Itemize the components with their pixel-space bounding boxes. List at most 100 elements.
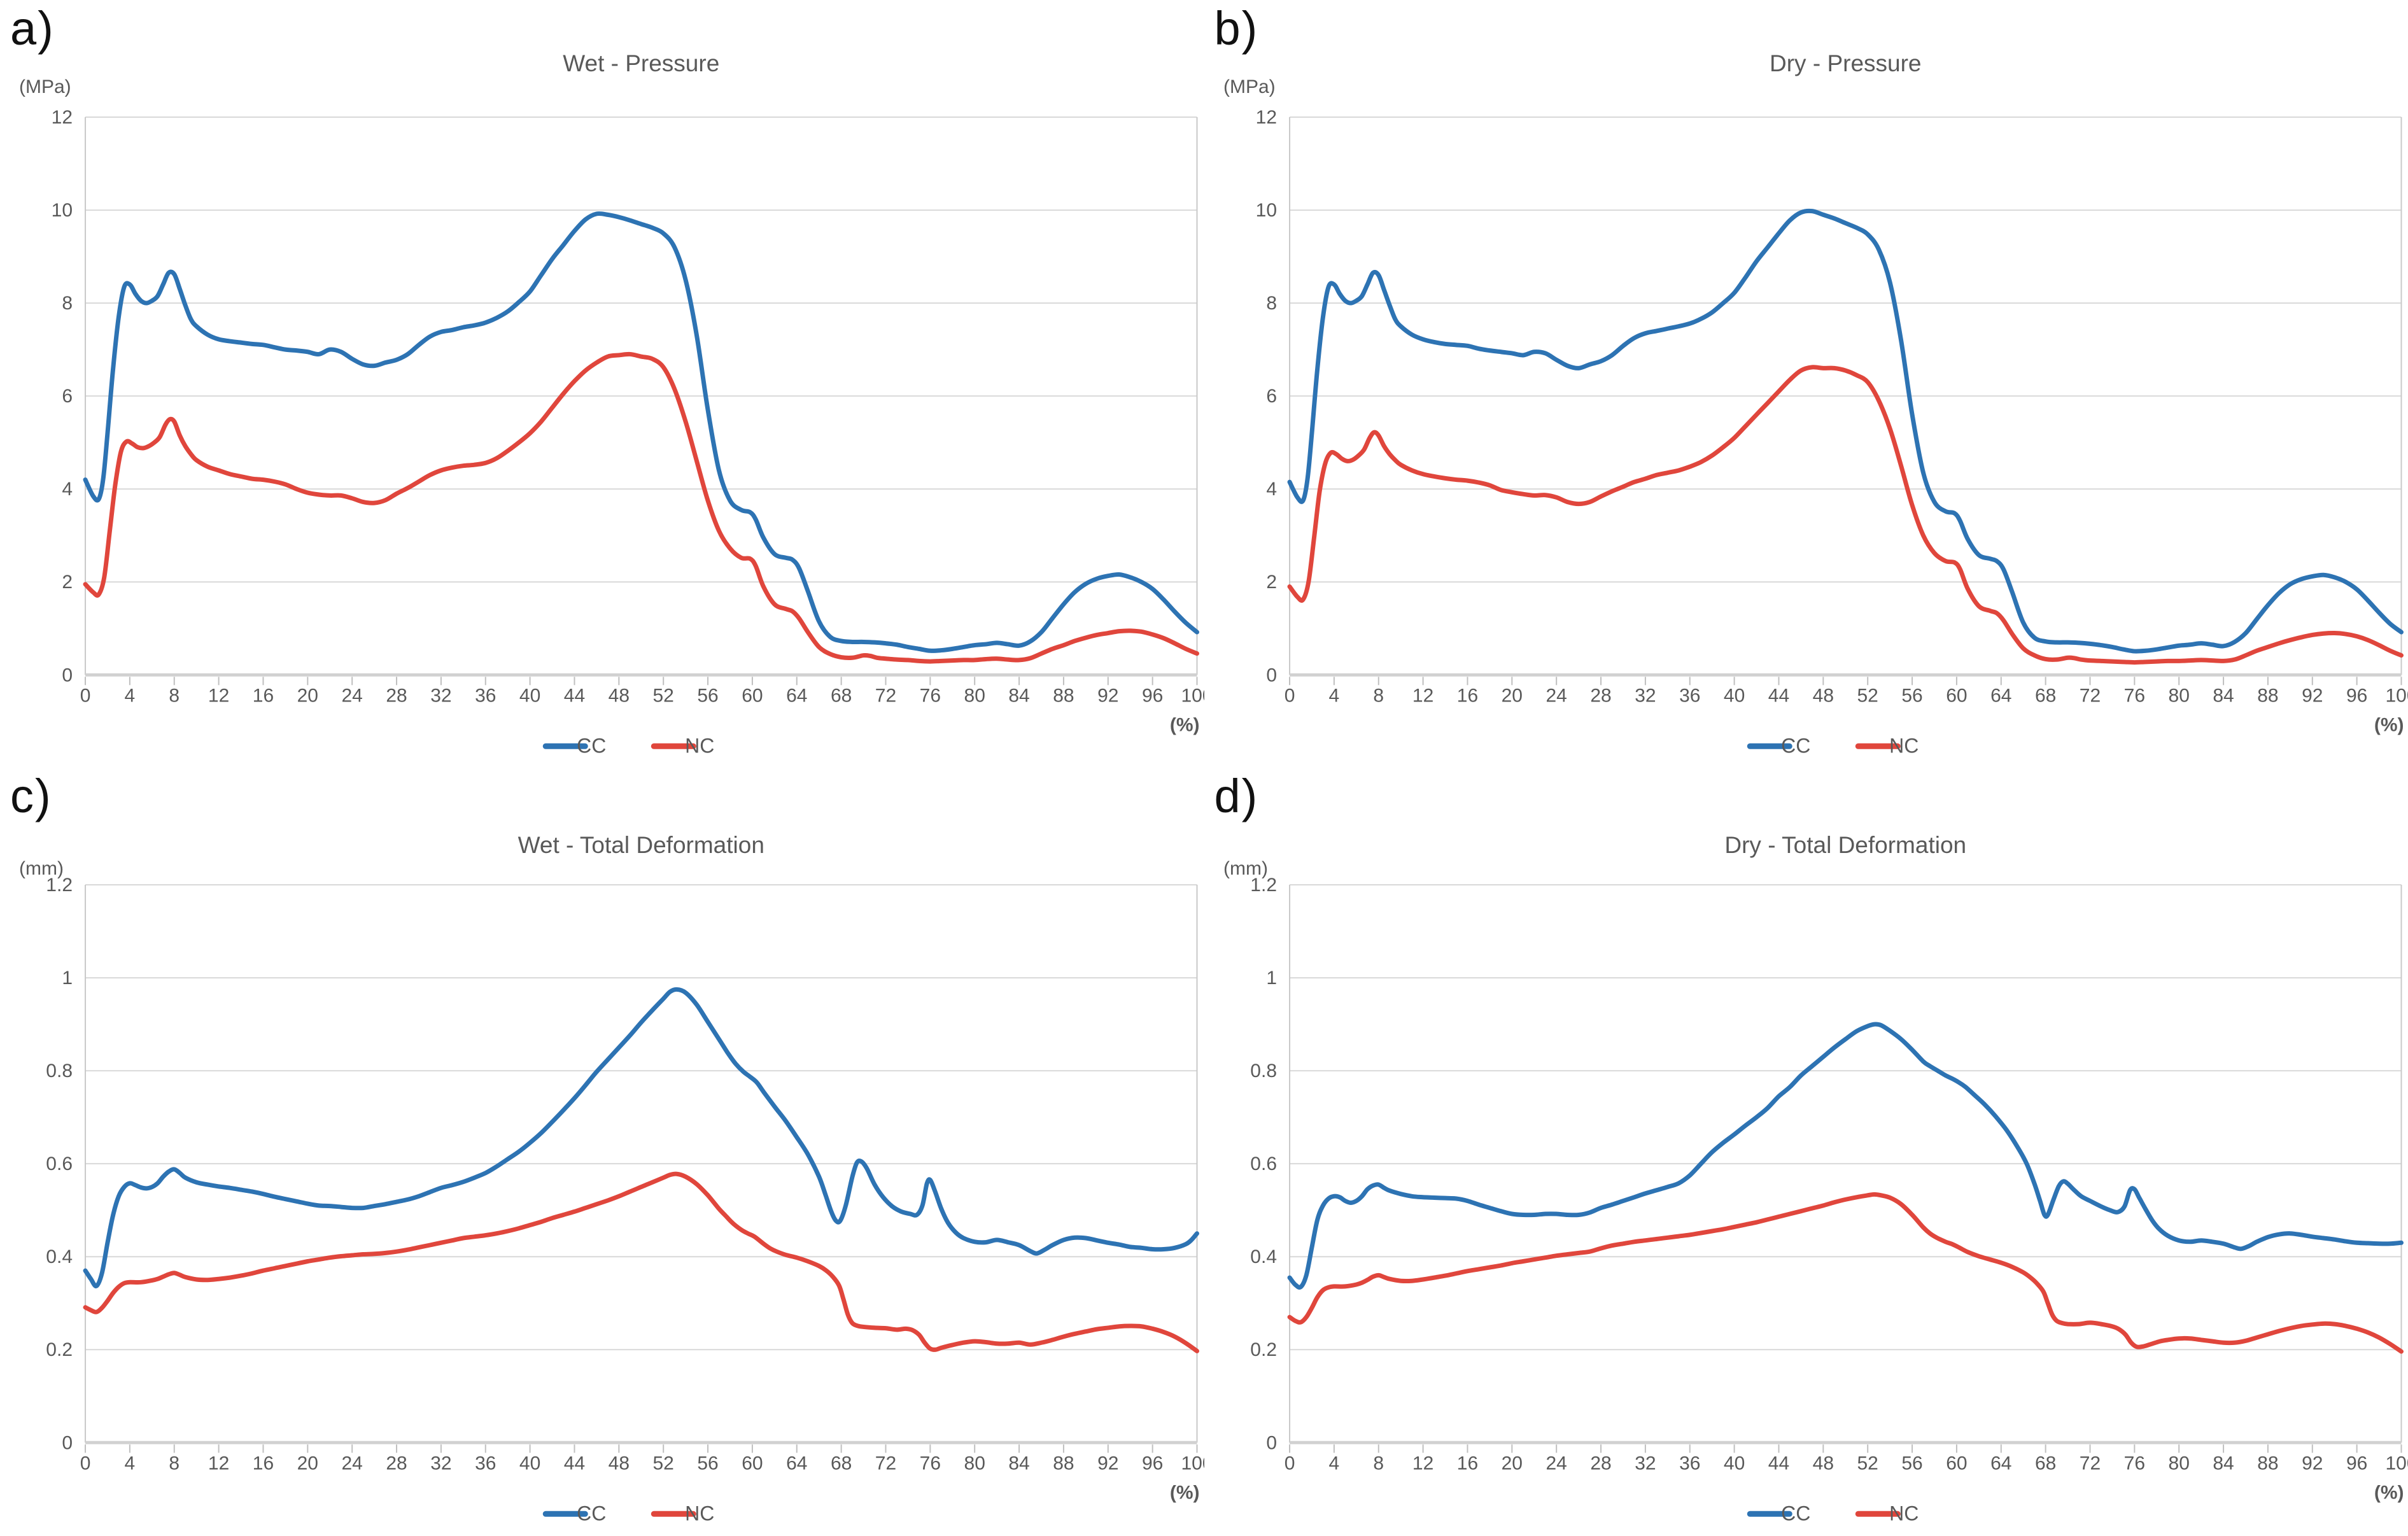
x-tick-label: 44 [1768,685,1789,706]
x-tick-label: 36 [1679,1453,1700,1474]
y-tick-label: 10 [52,200,73,221]
x-tick-label: 76 [920,685,941,706]
series-line-cc [1290,211,2401,651]
y-tick-label: 10 [1255,200,1276,221]
x-tick-label: 24 [1545,685,1567,706]
x-tick-label: 92 [1097,1453,1118,1474]
y-tick-label: 6 [62,386,73,407]
x-tick-label: 80 [964,685,985,706]
x-tick-label: 84 [1008,685,1029,706]
x-tick-label: 88 [1053,1453,1074,1474]
y-tick-label: 0 [1266,1433,1277,1454]
x-tick-label: 68 [831,1453,852,1474]
x-tick-label: 56 [1901,1453,1922,1474]
x-tick-label: 96 [1142,1453,1163,1474]
y-tick-label: 1 [62,968,73,989]
x-tick-label: 20 [297,685,318,706]
x-tick-label: 16 [253,1453,274,1474]
panel-label-d: d) [1215,769,1259,823]
legend-label-cc: CC [577,1502,606,1525]
x-tick-label: 76 [2123,1453,2144,1474]
x-tick-label: 96 [1142,685,1163,706]
y-tick-label: 8 [62,293,73,314]
y-tick-label: 2 [62,572,73,593]
x-tick-label: 100 [1181,1453,1204,1474]
y-tick-label: 0 [1266,665,1277,686]
x-tick-label: 16 [1456,685,1477,706]
x-tick-label: 64 [786,1453,807,1474]
panel-label-a: a) [10,1,55,55]
x-axis-unit-label: (%) [1170,714,1200,735]
x-tick-label: 16 [253,685,274,706]
y-tick-label: 0.4 [46,1247,73,1268]
x-tick-label: 32 [430,1453,451,1474]
y-tick-label: 0.8 [1250,1060,1277,1082]
x-tick-label: 4 [125,685,136,706]
x-tick-label: 72 [2079,685,2100,706]
x-tick-label: 84 [2213,1453,2234,1474]
y-tick-label: 1.2 [46,875,73,896]
y-tick-label: 8 [1266,293,1277,314]
x-tick-label: 0 [80,685,91,706]
x-tick-label: 40 [1723,1453,1744,1474]
x-tick-label: 20 [1501,1453,1522,1474]
x-tick-label: 48 [609,1453,630,1474]
x-tick-label: 96 [2346,685,2367,706]
x-axis-unit-label: (%) [2374,1483,2404,1504]
x-tick-label: 20 [1501,685,1522,706]
x-tick-label: 76 [920,1453,941,1474]
legend-label-nc: NC [1889,1502,1919,1525]
x-tick-label: 80 [2168,1453,2189,1474]
x-tick-label: 92 [2302,1453,2323,1474]
y-axis-unit-label: (MPa) [19,76,71,97]
y-tick-label: 12 [1255,107,1276,128]
x-tick-label: 100 [1181,685,1204,706]
series-line-nc [85,1174,1197,1351]
x-tick-label: 60 [742,685,763,706]
x-tick-label: 0 [1284,685,1295,706]
series-line-nc [1290,367,2401,663]
x-tick-label: 16 [1456,1453,1477,1474]
y-tick-label: 4 [62,479,73,500]
x-tick-label: 88 [2257,685,2278,706]
x-tick-label: 36 [475,1453,496,1474]
x-tick-label: 32 [1635,1453,1656,1474]
x-tick-label: 56 [697,685,718,706]
x-tick-label: 4 [125,1453,136,1474]
y-axis-unit-label: (MPa) [1223,76,1276,97]
x-tick-label: 24 [341,1453,362,1474]
y-tick-label: 0 [62,1433,73,1454]
x-axis-unit-label: (%) [2374,714,2404,735]
x-tick-label: 48 [1812,1453,1833,1474]
series-line-cc [85,213,1197,651]
y-tick-label: 0.6 [46,1153,73,1174]
chart-title: Dry - Pressure [1770,50,1921,76]
x-tick-label: 88 [2257,1453,2278,1474]
series-line-cc [85,990,1197,1286]
y-tick-label: 12 [52,107,73,128]
chart-canvas-dry-deformation: Dry - Total Deformation(mm)(%)00.20.40.6… [1204,768,2408,1535]
x-tick-label: 56 [1901,685,1922,706]
x-tick-label: 32 [1635,685,1656,706]
x-tick-label: 12 [1412,685,1433,706]
x-tick-label: 72 [2079,1453,2100,1474]
x-tick-label: 24 [1545,1453,1567,1474]
x-tick-label: 80 [964,1453,985,1474]
x-tick-label: 48 [609,685,630,706]
y-tick-label: 0.8 [46,1060,73,1082]
x-tick-label: 60 [1946,685,1967,706]
x-tick-label: 32 [430,685,451,706]
legend-label-cc: CC [1781,1502,1810,1525]
y-tick-label: 1 [1266,968,1277,989]
x-tick-label: 92 [2302,685,2323,706]
x-tick-label: 72 [875,1453,896,1474]
panel-label-b: b) [1215,1,1259,55]
x-tick-label: 28 [386,1453,407,1474]
x-tick-label: 48 [1812,685,1833,706]
x-tick-label: 68 [2034,1453,2055,1474]
legend-label-nc: NC [685,734,714,757]
